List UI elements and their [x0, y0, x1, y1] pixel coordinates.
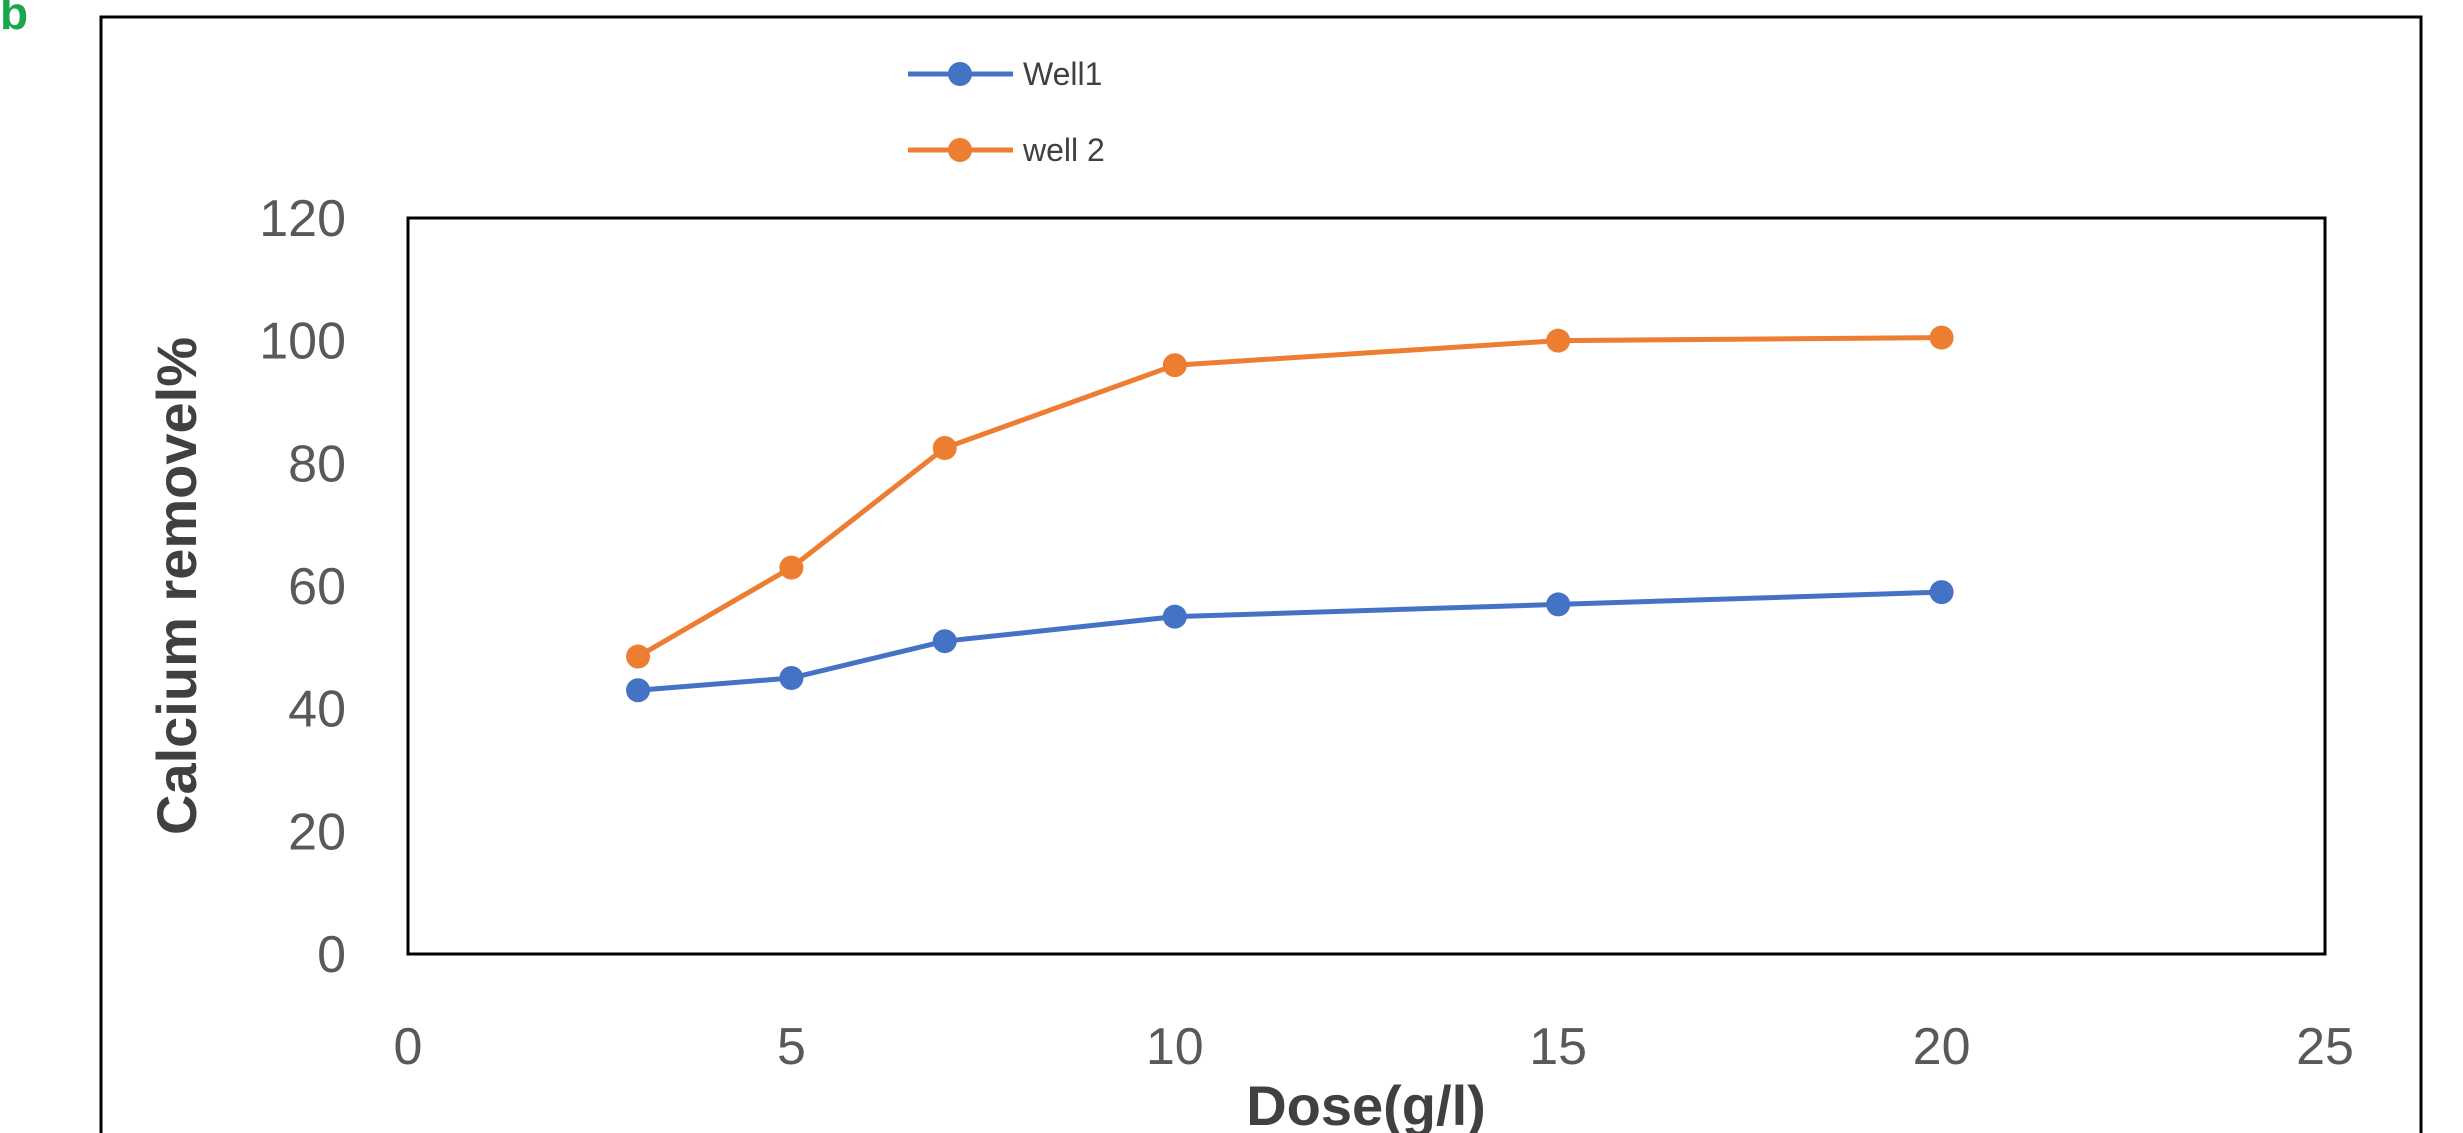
plot-area-border	[406, 216, 2327, 956]
data-point	[626, 678, 651, 703]
legend: Well1 well 2	[908, 56, 1105, 168]
chart-area-border	[99, 15, 2423, 1133]
legend-marker	[948, 138, 972, 162]
panel-label: b	[0, 0, 29, 39]
legend-label: Well1	[1023, 56, 1102, 92]
data-point	[779, 555, 804, 580]
x-axis-title: Dose(g/l)	[1246, 1074, 1486, 1133]
y-tick-label: 60	[288, 558, 346, 616]
data-point	[1546, 328, 1571, 353]
series-line-1	[637, 589, 1942, 693]
data-point	[932, 436, 957, 460]
y-tick-label: 120	[259, 190, 346, 248]
x-tick-label: 25	[2296, 1018, 2354, 1076]
y-axis-title: Calcium removel%	[145, 337, 208, 835]
data-point	[626, 644, 651, 669]
y-tick-label: 80	[288, 435, 346, 493]
legend-label: well 2	[1022, 132, 1105, 168]
x-tick-label: 10	[1146, 1018, 1204, 1076]
data-point	[1546, 592, 1571, 617]
legend-marker	[948, 62, 972, 86]
data-point	[1162, 353, 1187, 378]
x-tick-label: 15	[1529, 1018, 1587, 1076]
data-point	[1162, 604, 1187, 629]
y-tick-label: 100	[259, 313, 346, 371]
data-point	[1929, 325, 1954, 350]
data-point	[1929, 580, 1954, 605]
x-axis-ticks: 0 5 10 15 20 25	[394, 1018, 2354, 1076]
y-axis-ticks: 0 20 40 60 80 100 120	[259, 190, 346, 984]
x-tick-label: 5	[777, 1018, 806, 1076]
y-tick-label: 0	[317, 926, 346, 984]
data-point	[779, 666, 804, 690]
series-layer	[626, 325, 1954, 703]
series-line-2	[636, 335, 1942, 659]
y-tick-label: 40	[288, 681, 346, 739]
y-tick-label: 20	[288, 803, 346, 861]
data-point	[932, 629, 957, 654]
x-tick-label: 0	[394, 1018, 423, 1076]
x-tick-label: 20	[1913, 1018, 1971, 1076]
